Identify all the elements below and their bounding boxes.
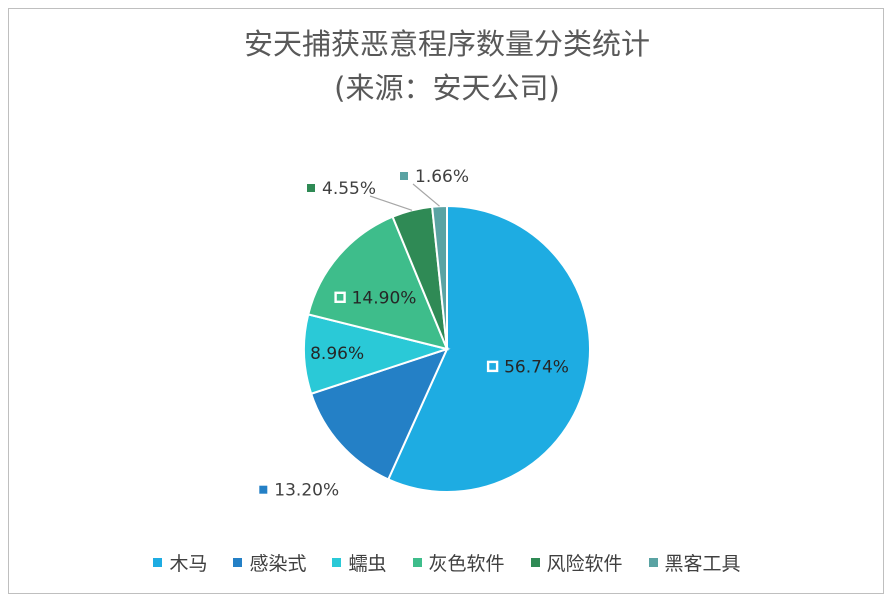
legend-swatch-worm	[332, 558, 342, 567]
legend-swatch-grayware	[412, 558, 422, 567]
legend-item-worm: 蠕虫	[332, 549, 387, 576]
data-label-text-worm: 8.96%	[310, 344, 364, 364]
legend-item-infector: 感染式	[233, 549, 306, 576]
leader-line-riskware	[369, 195, 413, 211]
data-label-hacktool: 1.66%	[400, 167, 469, 207]
data-label-marker-riskware	[307, 184, 315, 192]
data-label-infector: 13.20%	[259, 481, 339, 501]
chart-legend: 木马 感染式 蠕虫 灰色软件 风险软件 黑客工具	[0, 549, 894, 576]
legend-item-trojan: 木马	[153, 549, 207, 576]
leader-line-hacktool	[412, 183, 440, 207]
legend-item-riskware: 风险软件	[530, 549, 623, 576]
data-label-trojan: 56.74%	[486, 357, 569, 377]
chart-title-block: 安天捕获恶意程序数量分类统计 (来源：安天公司)	[0, 22, 894, 110]
legend-swatch-infector	[233, 558, 243, 567]
legend-swatch-trojan	[153, 558, 163, 567]
pie-slice-infector	[309, 347, 449, 481]
data-label-marker-hacktool	[400, 172, 408, 180]
data-label-riskware: 4.55%	[307, 179, 413, 211]
pie-slice-grayware	[307, 215, 449, 351]
data-label-worm: 8.96%	[292, 344, 364, 364]
data-label-marker-worm	[292, 347, 305, 359]
legend-swatch-hacktool	[648, 558, 658, 567]
legend-label-hacktool: 黑客工具	[664, 553, 741, 575]
data-label-text-infector: 13.20%	[274, 481, 339, 501]
data-label-marker-trojan	[486, 360, 499, 373]
legend-item-grayware: 灰色软件	[412, 549, 505, 576]
data-label-marker-grayware	[334, 291, 346, 303]
chart-title: 安天捕获恶意程序数量分类统计	[243, 27, 650, 61]
legend-label-riskware: 风险软件	[546, 553, 623, 575]
data-label-text-hacktool: 1.66%	[415, 167, 469, 187]
data-label-text-trojan: 56.74%	[504, 357, 569, 377]
pie-slice-hacktool	[431, 204, 448, 350]
data-label-text-riskware: 4.55%	[322, 179, 376, 199]
pie-slice-trojan	[386, 204, 591, 493]
data-label-grayware: 14.90%	[334, 288, 417, 308]
data-label-marker-infector	[259, 485, 268, 494]
legend-label-worm: 蠕虫	[348, 553, 387, 575]
data-label-text-grayware: 14.90%	[352, 288, 417, 308]
legend-label-grayware: 灰色软件	[428, 553, 505, 575]
chart-subtitle: (来源：安天公司)	[334, 71, 560, 105]
legend-item-hacktool: 黑客工具	[648, 549, 741, 576]
legend-label-trojan: 木马	[169, 553, 208, 575]
legend-label-infector: 感染式	[249, 553, 307, 575]
legend-swatch-riskware	[530, 558, 540, 567]
